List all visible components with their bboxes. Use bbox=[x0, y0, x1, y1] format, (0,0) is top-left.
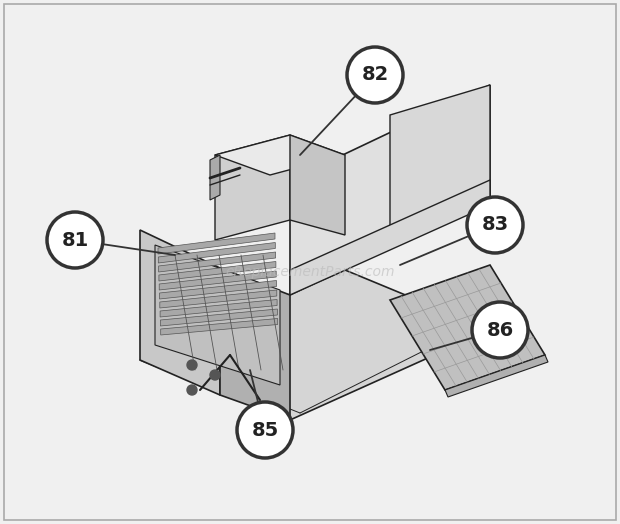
Polygon shape bbox=[220, 268, 290, 420]
Polygon shape bbox=[445, 355, 548, 397]
Text: 82: 82 bbox=[361, 66, 389, 84]
Circle shape bbox=[347, 47, 403, 103]
Polygon shape bbox=[290, 135, 345, 235]
Polygon shape bbox=[210, 155, 220, 200]
Circle shape bbox=[47, 212, 103, 268]
Circle shape bbox=[467, 197, 523, 253]
Polygon shape bbox=[155, 245, 280, 385]
Polygon shape bbox=[290, 180, 490, 295]
Text: 81: 81 bbox=[61, 231, 89, 249]
Polygon shape bbox=[158, 233, 275, 254]
Text: 85: 85 bbox=[251, 420, 278, 440]
Text: 83: 83 bbox=[482, 215, 508, 235]
Polygon shape bbox=[161, 309, 277, 326]
Polygon shape bbox=[161, 319, 278, 335]
Polygon shape bbox=[159, 252, 276, 272]
Polygon shape bbox=[160, 300, 277, 317]
Polygon shape bbox=[215, 135, 345, 175]
Polygon shape bbox=[159, 261, 276, 281]
Polygon shape bbox=[158, 243, 275, 263]
Text: 86: 86 bbox=[486, 321, 513, 340]
Polygon shape bbox=[140, 270, 490, 420]
Polygon shape bbox=[159, 280, 277, 299]
Text: eReplacementParts.com: eReplacementParts.com bbox=[225, 265, 395, 279]
Polygon shape bbox=[390, 265, 545, 390]
Polygon shape bbox=[140, 230, 220, 395]
Polygon shape bbox=[390, 85, 490, 230]
Circle shape bbox=[237, 402, 293, 458]
Polygon shape bbox=[215, 135, 290, 240]
Circle shape bbox=[210, 370, 220, 380]
Circle shape bbox=[472, 302, 528, 358]
Polygon shape bbox=[160, 290, 277, 308]
Polygon shape bbox=[159, 271, 276, 290]
Circle shape bbox=[187, 360, 197, 370]
Polygon shape bbox=[290, 85, 490, 295]
Circle shape bbox=[187, 385, 197, 395]
